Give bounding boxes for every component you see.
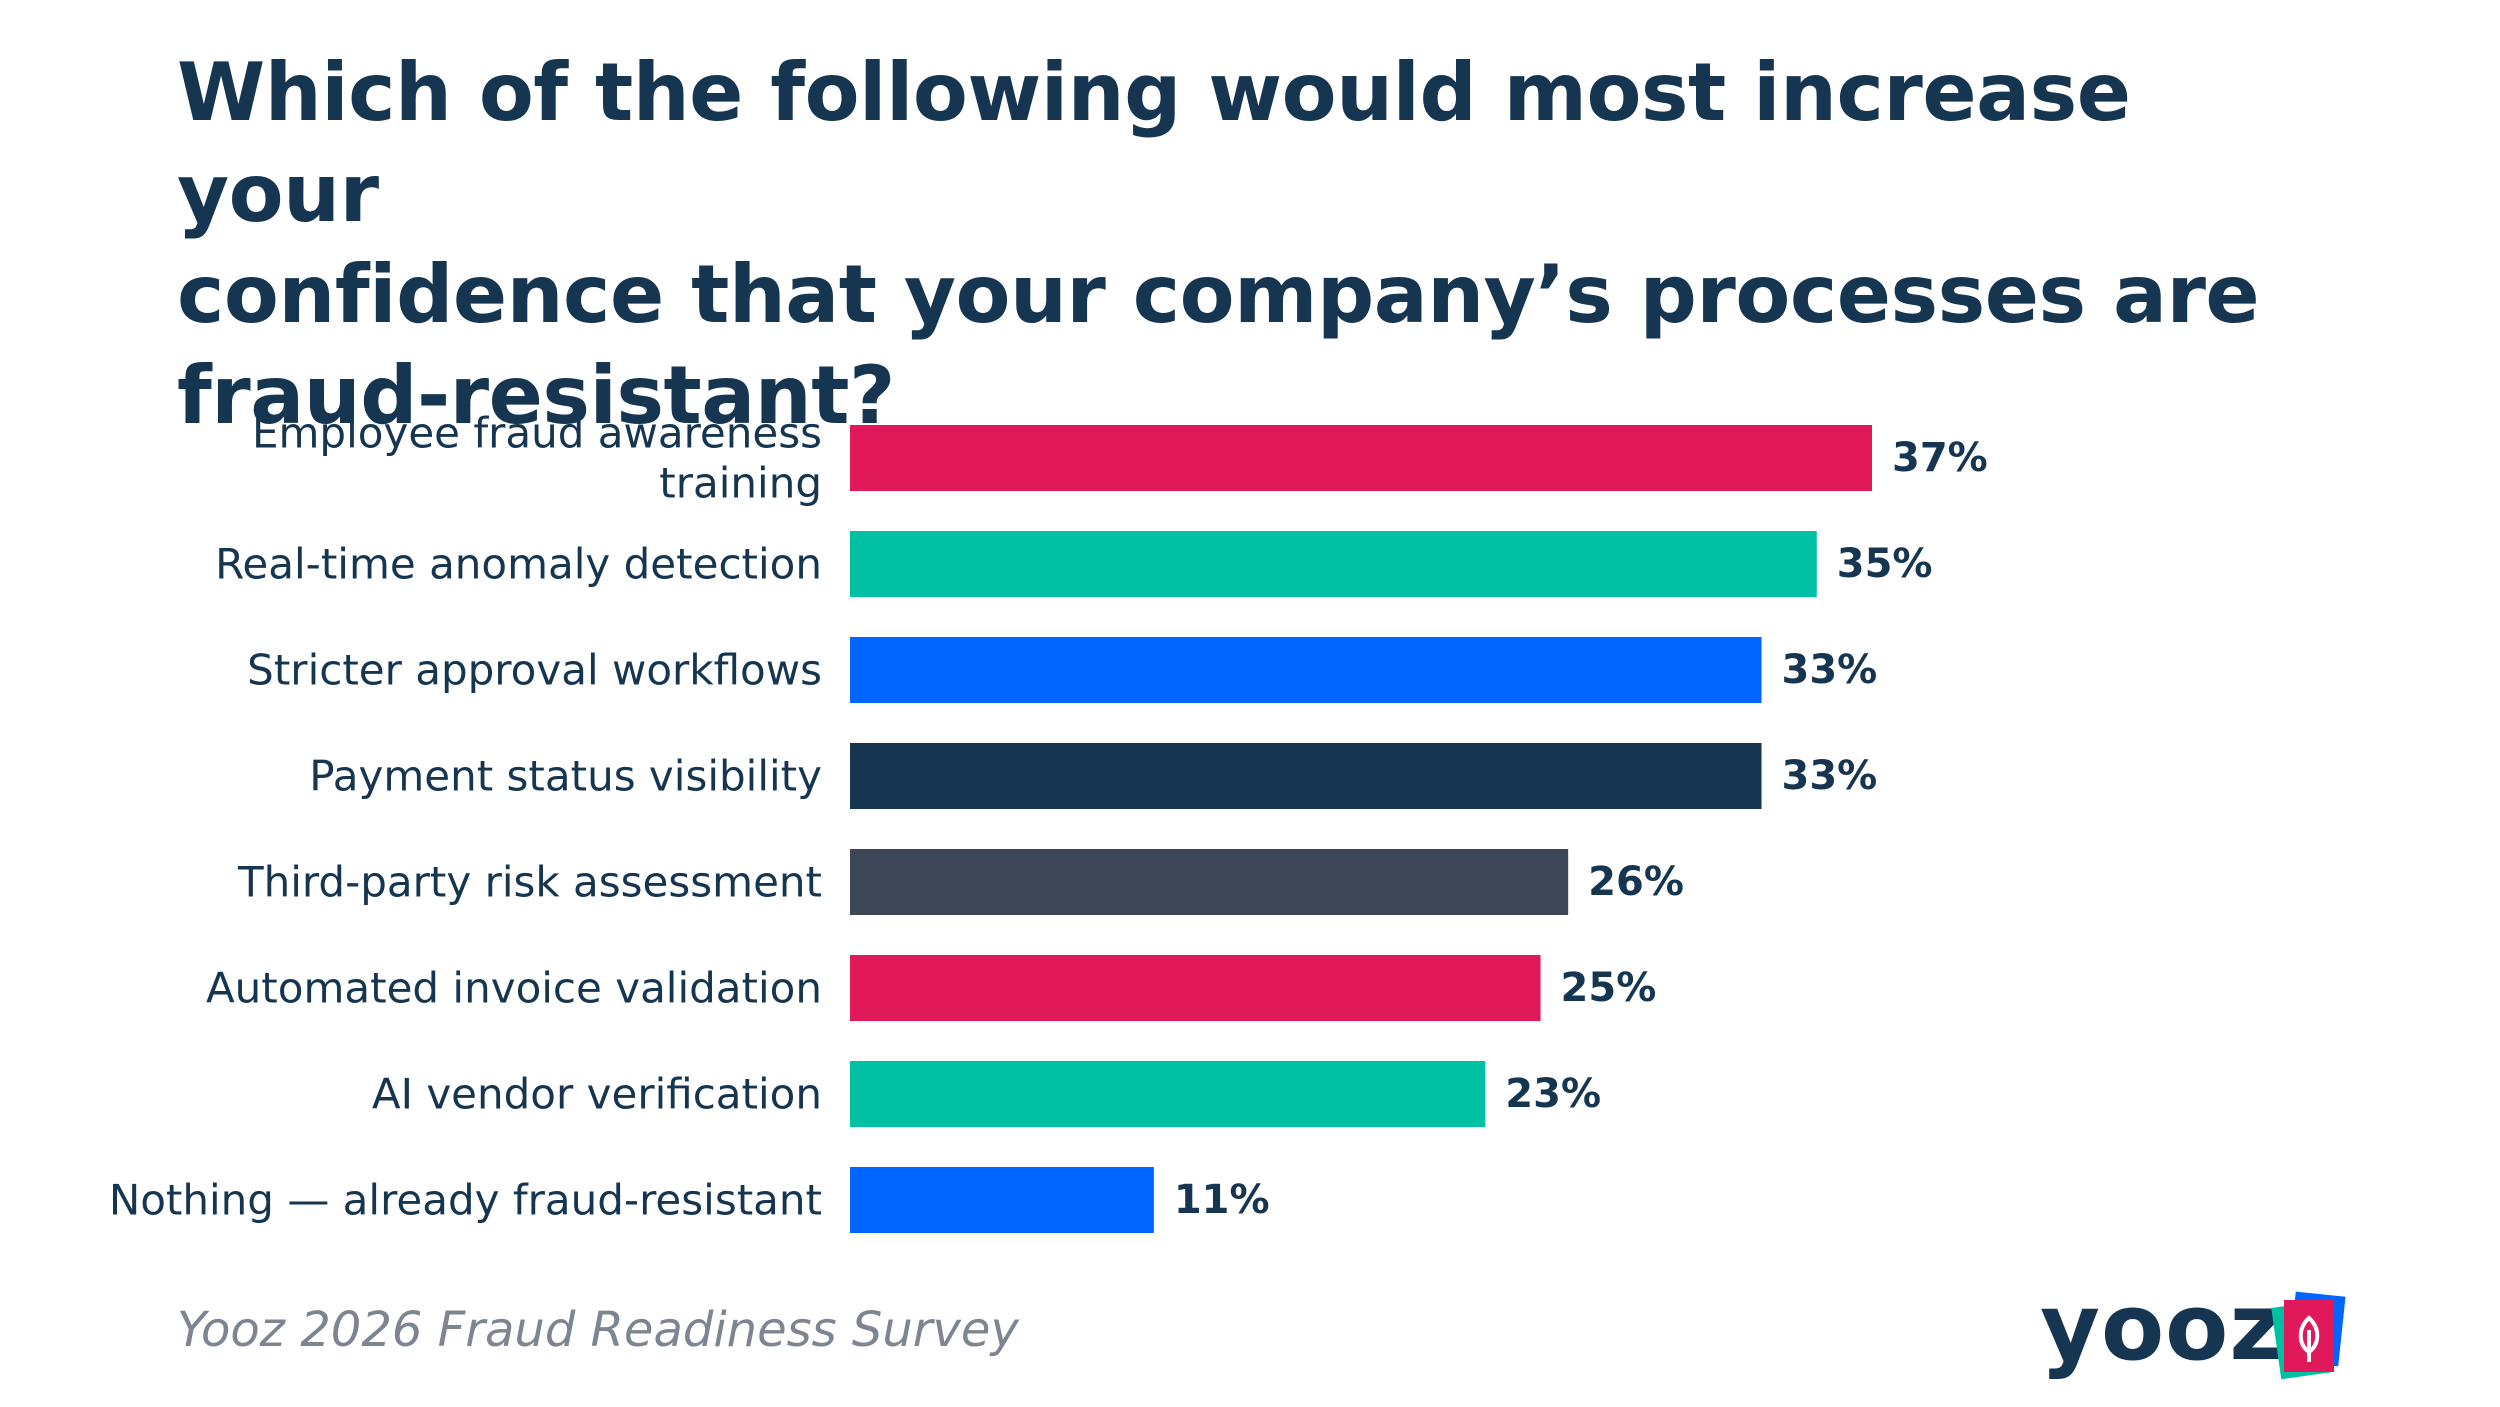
bar-6: [850, 955, 1541, 1021]
bar-4: [850, 743, 1762, 809]
category-label-line: Payment status visibility: [309, 752, 822, 801]
value-label-4: 33%: [1782, 753, 1878, 799]
bar-7: [850, 1061, 1486, 1127]
yooz-logo: yooz: [2040, 1278, 2360, 1393]
category-label-line: Employee fraud awareness: [252, 409, 822, 458]
source-note: Yooz 2026 Fraud Readiness Survey: [177, 1302, 1019, 1358]
bar-3: [850, 637, 1762, 703]
category-label-line: Third-party risk assessment: [237, 858, 822, 907]
title-line-3: fraud-resistant?: [177, 349, 895, 442]
category-label-line: Automated invoice validation: [206, 964, 822, 1013]
value-label-7: 23%: [1505, 1071, 1601, 1117]
title-line-1: Which of the following would most increa…: [177, 46, 2131, 240]
category-label-5: Third-party risk assessment: [237, 858, 822, 907]
bar-chart: 37% Employee fraud awareness training 35% Re…: [109, 409, 1988, 1233]
category-label-line: AI vendor verification: [372, 1070, 822, 1119]
yooz-leaf-card-icon: [2271, 1291, 2346, 1380]
bar-5: [850, 849, 1569, 915]
category-label-line: Stricter approval workflows: [247, 646, 822, 695]
category-label-line: Real-time anomaly detection: [215, 540, 822, 589]
category-label-4: Payment status visibility: [309, 752, 822, 801]
chart-title: Which of the following would most increa…: [177, 42, 2327, 446]
bar-1: [850, 425, 1872, 491]
category-label-2: Real-time anomaly detection: [215, 540, 822, 589]
bar-8: [850, 1167, 1154, 1233]
value-label-8: 11%: [1174, 1177, 1270, 1223]
category-label-7: AI vendor verification: [372, 1070, 822, 1119]
category-label-line: training: [659, 459, 822, 508]
value-label-6: 25%: [1561, 965, 1657, 1011]
value-label-1: 37%: [1892, 435, 1988, 481]
category-label-6: Automated invoice validation: [206, 964, 822, 1013]
value-label-3: 33%: [1782, 647, 1878, 693]
value-label-5: 26%: [1588, 859, 1684, 905]
value-label-2: 35%: [1837, 541, 1933, 587]
category-label-line: Nothing — already fraud-resistant: [109, 1176, 822, 1225]
category-label-1: Employee fraud awareness training: [252, 409, 822, 508]
title-line-2: confidence that your company’s processes…: [177, 248, 2260, 341]
logo-wordmark: yooz: [2040, 1274, 2284, 1381]
category-label-3: Stricter approval workflows: [247, 646, 822, 695]
bar-2: [850, 531, 1817, 597]
category-label-8: Nothing — already fraud-resistant: [109, 1176, 822, 1225]
